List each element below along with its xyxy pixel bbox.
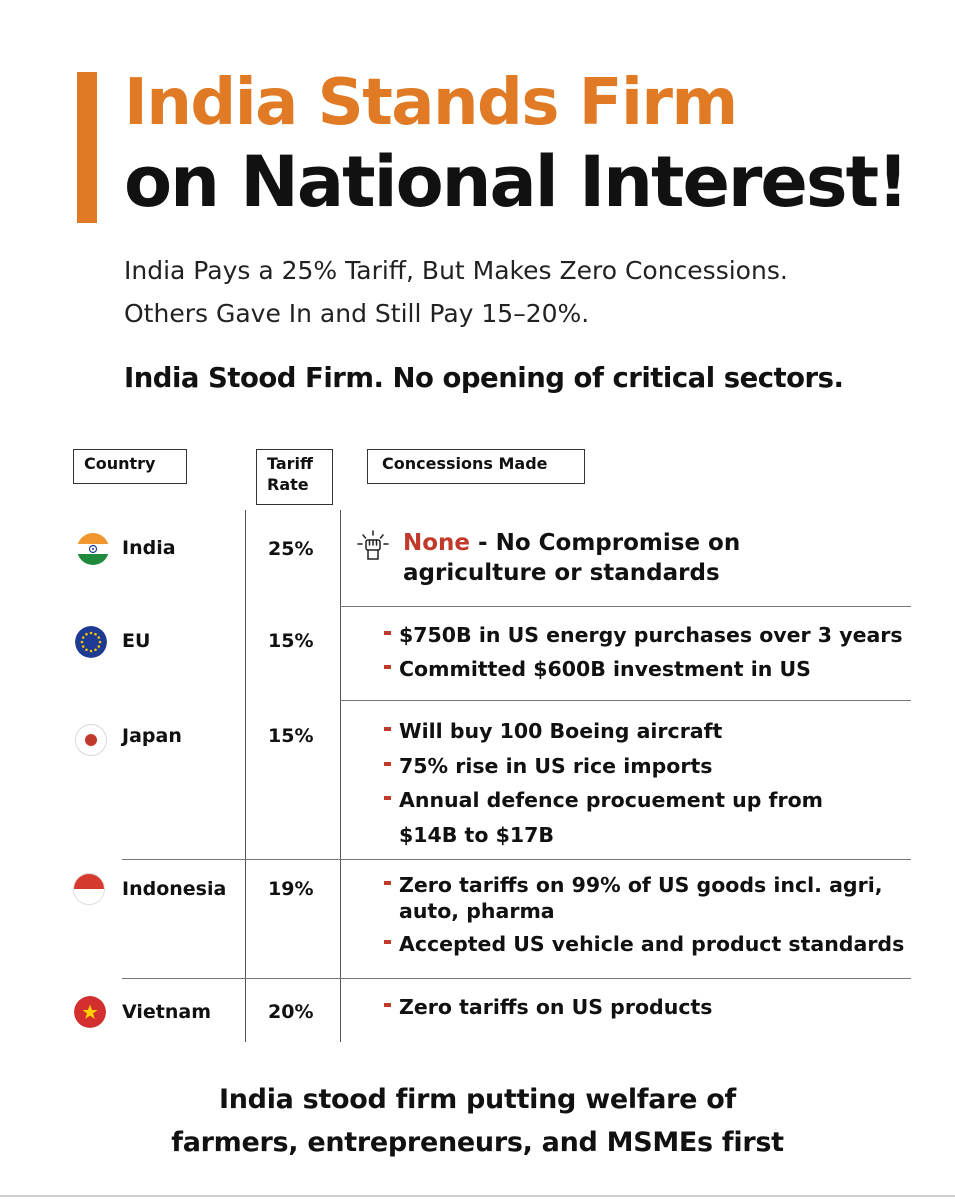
bullet-dash [384, 940, 391, 944]
country-vietnam: Vietnam [122, 1001, 211, 1023]
tariff-header-line-1: Tariff [267, 454, 313, 473]
bottom-divider [0, 1195, 955, 1197]
indonesia-flag-icon [73, 873, 105, 905]
japan-concession-1: Will buy 100 Boeing aircraft [384, 719, 722, 744]
country-japan: Japan [122, 725, 182, 747]
bullet-dash [384, 665, 391, 669]
country-indonesia: Indonesia [122, 878, 227, 900]
bullet-dash [384, 762, 391, 766]
raised-fist-icon [355, 529, 391, 565]
page-title-line-1: India Stands Firm [124, 66, 738, 140]
india-concession: None - No Compromise on agriculture or s… [403, 529, 740, 589]
footer-line-1: India stood firm putting welfare of [219, 1084, 736, 1115]
page-title-line-2: on National Interest! [124, 141, 909, 223]
japan-flag-icon [75, 724, 107, 756]
japan-concession-3-line-2: $14B to $17B [399, 823, 554, 847]
eu-concession-2-text: Committed $600B investment in US [399, 657, 811, 681]
japan-concession-2: 75% rise in US rice imports [384, 754, 712, 779]
row-divider-india [340, 606, 911, 607]
japan-concession-1-text: Will buy 100 Boeing aircraft [399, 719, 723, 743]
emphasis-statement: India Stood Firm. No opening of critical… [124, 362, 844, 394]
indonesia-concession-1-line-2: auto, pharma [399, 899, 555, 923]
title-accent-bar [77, 72, 97, 223]
none-description-line-2: agriculture or standards [403, 559, 720, 586]
rate-eu: 15% [268, 630, 314, 652]
row-divider-japan [122, 859, 911, 860]
column-header-concessions: Concessions Made [367, 449, 585, 484]
none-description: - No Compromise on [470, 530, 741, 556]
bullet-dash [384, 631, 391, 635]
rate-indonesia: 19% [268, 878, 314, 900]
bullet-dash [384, 881, 391, 885]
indonesia-concession-2: Accepted US vehicle and product standard… [384, 932, 904, 957]
india-flag-icon [77, 533, 109, 565]
subtitle-line-1: India Pays a 25% Tariff, But Makes Zero … [124, 256, 788, 285]
eu-flag-icon [75, 626, 107, 658]
vietnam-concession-1-text: Zero tariffs on US products [399, 995, 713, 1019]
tariff-header-line-2: Rate [267, 474, 309, 494]
japan-concession-3: Annual defence procuement up from [384, 788, 823, 813]
eu-concession-2: Committed $600B investment in US [384, 657, 811, 682]
rate-japan: 15% [268, 725, 314, 747]
column-header-tariff-rate: Tariff Rate [256, 449, 333, 505]
row-divider-indonesia [122, 978, 911, 979]
rate-india: 25% [268, 538, 314, 560]
column-header-country: Country [73, 449, 187, 484]
indonesia-concession-2-text: Accepted US vehicle and product standard… [399, 932, 905, 956]
vietnam-concession-1: Zero tariffs on US products [384, 995, 712, 1020]
bullet-dash [384, 796, 391, 800]
row-divider-eu [340, 700, 911, 701]
vietnam-flag-icon [74, 996, 106, 1028]
bullet-dash [384, 727, 391, 731]
japan-concession-2-text: 75% rise in US rice imports [399, 754, 713, 778]
column-divider-2 [340, 510, 341, 1042]
rate-vietnam: 20% [268, 1001, 314, 1023]
none-label: None [403, 530, 471, 556]
footer-line-2: farmers, entrepreneurs, and MSMEs first [171, 1127, 784, 1158]
eu-concession-1-text: $750B in US energy purchases over 3 year… [399, 623, 903, 647]
japan-concession-3-text: Annual defence procuement up from [399, 788, 824, 812]
country-eu: EU [122, 630, 151, 652]
column-divider-1 [245, 510, 246, 1042]
bullet-dash [384, 1003, 391, 1007]
subtitle-line-2: Others Gave In and Still Pay 15–20%. [124, 299, 590, 328]
eu-concession-1: $750B in US energy purchases over 3 year… [384, 623, 903, 648]
indonesia-concession-1-text: Zero tariffs on 99% of US goods incl. ag… [399, 873, 883, 897]
indonesia-concession-1: Zero tariffs on 99% of US goods incl. ag… [384, 873, 883, 898]
country-india: India [122, 537, 176, 559]
